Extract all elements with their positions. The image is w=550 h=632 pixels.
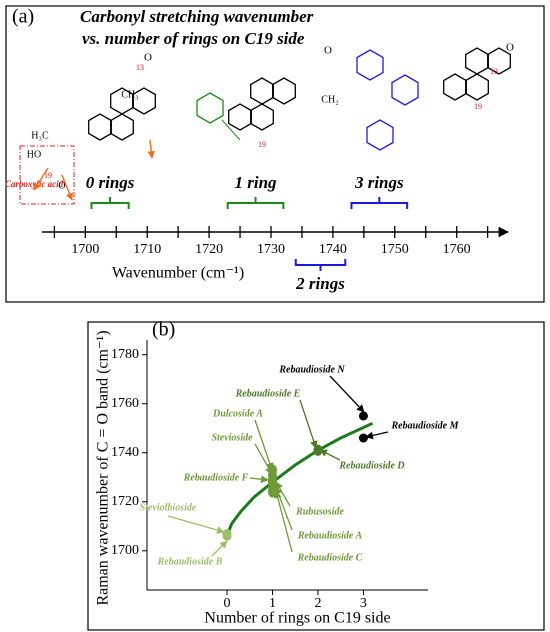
molecule-ring	[465, 47, 489, 75]
annotation: O	[144, 52, 152, 64]
point-label: Rebaudioside D	[338, 460, 404, 471]
x-tick-label: 1740	[319, 242, 347, 257]
annotation: O	[58, 180, 65, 191]
molecule-ring	[110, 113, 134, 141]
molecule-ring	[250, 77, 274, 105]
annotation: 19	[474, 102, 482, 111]
point-label: Rubusoside	[295, 506, 344, 517]
x-tick-label: 0	[224, 596, 231, 611]
annotation: 19	[44, 171, 52, 180]
label-arrow	[365, 431, 389, 440]
x-tick-label: 2	[314, 596, 321, 611]
label-arrow	[167, 515, 225, 534]
x-tick-label: 1720	[195, 242, 223, 257]
label-arrow	[299, 399, 318, 449]
point-label: Rebaudioside M	[391, 420, 460, 431]
x-tick-label: 1730	[257, 242, 285, 257]
y-tick-label: 1720	[111, 494, 139, 509]
label-arrow	[254, 419, 274, 471]
x-tick-label: 1710	[133, 242, 161, 257]
point-label: Rebaudioside N	[278, 364, 345, 375]
point-label: Steviolbioside	[140, 502, 197, 513]
annotation: 19	[258, 140, 266, 149]
data-point	[313, 444, 323, 456]
molecule-ring	[132, 87, 156, 115]
molecule-ring	[250, 103, 274, 131]
x-axis-label: Number of rings on C19 side	[204, 610, 390, 627]
molecule-ring	[366, 119, 394, 151]
y-axis-label: Raman wavenumber of C = O band (cm⁻¹)	[95, 330, 112, 605]
orange-arrow	[61, 174, 73, 201]
x-tick-label: 3	[360, 596, 367, 611]
label-arrow	[319, 449, 341, 461]
panel-a-frame	[5, 5, 545, 303]
y-tick-label: 1740	[111, 445, 139, 460]
point-label: Dulcoside A	[212, 408, 263, 419]
annotation: CH₂	[321, 94, 338, 105]
x-tick-label: 1700	[71, 242, 99, 257]
annotation: HO	[27, 149, 41, 160]
molecule-ring	[88, 113, 112, 141]
label-arrow	[329, 375, 365, 413]
data-point	[267, 486, 277, 498]
molecule-ring	[272, 77, 296, 105]
y-tick-label: 1700	[111, 543, 139, 558]
orange-arrow	[33, 167, 49, 191]
panel-label: (a)	[12, 6, 34, 28]
annotation: O	[506, 42, 514, 54]
annotation: 13	[136, 63, 144, 72]
chart-title: Carbonyl stretching wavenumber	[80, 7, 314, 26]
point-label: Rebaudioside C	[297, 552, 363, 563]
molecule-ring	[228, 103, 252, 131]
molecule-ring	[391, 74, 419, 106]
label-arrow	[249, 475, 269, 484]
point-label: Rebaudioside B	[157, 556, 223, 567]
point-label: Stevioside	[211, 432, 253, 443]
range-label: 0 rings	[86, 173, 135, 192]
data-point	[358, 411, 368, 421]
annotation: 13	[490, 67, 498, 76]
annotation: H₃C	[31, 130, 49, 141]
data-point	[358, 433, 368, 443]
point-label: Rebaudioside F	[183, 472, 249, 483]
x-tick-label: 1760	[443, 242, 471, 257]
data-point	[222, 531, 232, 541]
range-bracket	[226, 197, 285, 209]
range-label: 1 ring	[235, 173, 278, 192]
orange-arrow	[147, 139, 155, 159]
molecule-ring	[196, 92, 224, 124]
chart-subtitle: vs. number of rings on C19 side	[82, 29, 305, 48]
point-label: Rebaudioside A	[297, 530, 363, 541]
range-label: 2 rings	[295, 274, 345, 293]
molecule-ring	[465, 73, 489, 101]
annotation: CH₃	[121, 89, 138, 100]
label-arrow	[275, 481, 291, 507]
y-tick-label: 1760	[111, 396, 139, 411]
range-bracket	[90, 197, 130, 209]
molecule-ring	[487, 47, 511, 75]
label-arrow	[254, 443, 273, 475]
point-label: Rebaudioside E	[235, 388, 301, 399]
molecule-ring	[443, 73, 467, 101]
acid-box	[19, 145, 75, 205]
label-arrow	[274, 490, 293, 553]
annotation: O	[324, 45, 332, 57]
range-bracket	[294, 259, 347, 271]
bond	[221, 119, 241, 141]
y-tick-label: 1780	[111, 347, 139, 362]
annotation: Carboxylic acid	[5, 179, 64, 189]
x-axis-label: Wavenumber (cm⁻¹)	[112, 265, 244, 282]
panel-label: (b)	[152, 319, 175, 341]
panel-b-frame	[87, 321, 545, 631]
molecule-ring	[356, 49, 384, 81]
range-label: 3 rings	[354, 173, 404, 192]
label-arrow	[211, 540, 228, 557]
range-bracket	[350, 197, 409, 209]
x-tick-label: 1750	[381, 242, 409, 257]
x-tick-label: 1	[269, 596, 276, 611]
